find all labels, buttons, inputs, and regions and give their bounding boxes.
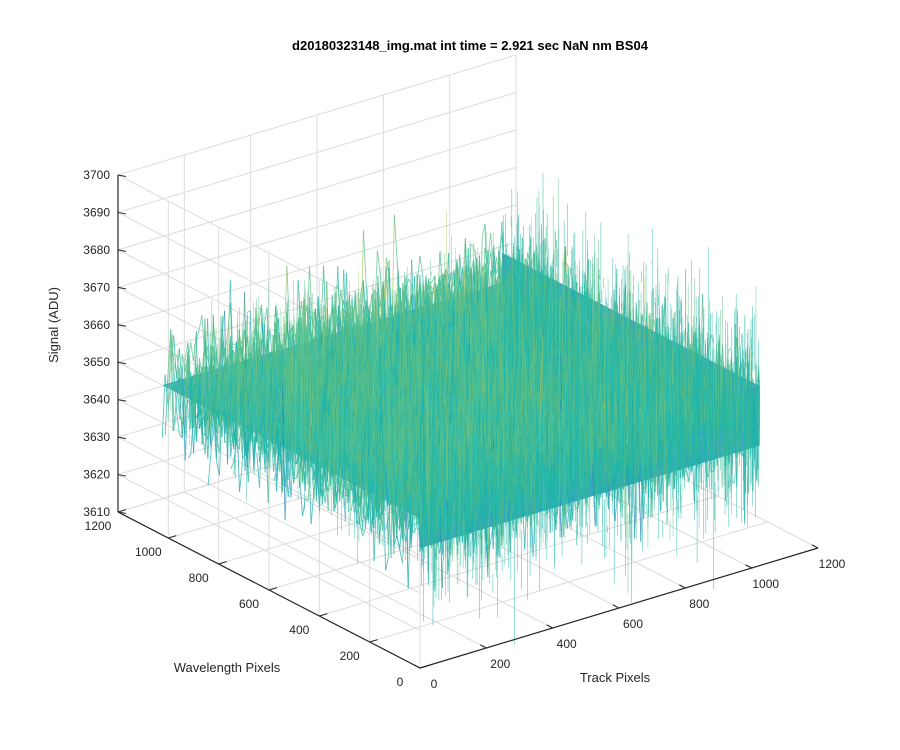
surface-segment bbox=[362, 230, 367, 285]
surface-segment bbox=[487, 251, 492, 273]
surface-segment bbox=[570, 267, 574, 288]
wall-grid-z bbox=[117, 474, 421, 631]
surface-segment bbox=[167, 332, 172, 421]
surface-segment bbox=[181, 354, 186, 373]
surface-segment bbox=[176, 371, 180, 414]
floor-grid-y bbox=[369, 521, 768, 643]
surface-segment bbox=[419, 256, 424, 275]
surface-segment bbox=[199, 358, 203, 378]
surface-segment bbox=[481, 223, 486, 238]
surface-segment bbox=[221, 348, 226, 367]
surface-segment bbox=[181, 365, 186, 461]
surface-segment bbox=[393, 214, 398, 263]
surface-segment bbox=[337, 285, 342, 320]
surface-segment bbox=[196, 358, 200, 401]
surface-segment bbox=[337, 289, 342, 338]
surface-segment bbox=[498, 234, 503, 254]
surface-segment bbox=[210, 403, 215, 454]
wall-grid-z bbox=[117, 174, 421, 332]
surface-segment bbox=[227, 302, 231, 336]
surface-segment bbox=[184, 354, 189, 373]
wall-grid-z2 bbox=[117, 129, 517, 251]
surface-segment bbox=[164, 374, 169, 405]
surface-segment bbox=[164, 372, 169, 435]
surface-segment bbox=[173, 335, 177, 379]
surface-segment bbox=[184, 400, 189, 414]
surface-segment bbox=[173, 366, 178, 412]
surface-segment bbox=[210, 345, 215, 417]
surface-segment bbox=[247, 310, 251, 313]
floor-grid-y bbox=[319, 495, 718, 617]
surface-segment bbox=[385, 313, 390, 317]
surface-segment bbox=[161, 374, 166, 439]
surface-segment bbox=[323, 304, 328, 325]
surface-segment bbox=[263, 307, 268, 326]
wall-grid-z2 bbox=[117, 204, 517, 326]
surface-segment bbox=[207, 453, 212, 486]
surface-segment bbox=[190, 342, 194, 362]
surface-segment bbox=[340, 289, 345, 316]
wall-grid-z2 bbox=[117, 241, 517, 363]
surface-segment bbox=[258, 307, 263, 311]
surface-segment bbox=[430, 276, 435, 284]
surface-segment bbox=[210, 364, 215, 389]
surface-segment bbox=[309, 266, 313, 325]
surface-segment bbox=[190, 408, 195, 455]
surface-segment bbox=[376, 250, 381, 275]
surface-segment bbox=[198, 363, 203, 425]
wall-grid-z2 bbox=[117, 54, 517, 176]
surface-segment bbox=[289, 325, 294, 335]
surface-segment bbox=[196, 366, 200, 416]
surface-segment bbox=[462, 238, 466, 293]
surface-segment bbox=[178, 348, 183, 389]
surface-segment bbox=[258, 304, 262, 326]
surface-segment bbox=[184, 342, 189, 361]
surface-segment bbox=[320, 314, 325, 320]
wall-grid-z2 bbox=[117, 91, 517, 213]
surface-segment bbox=[385, 257, 390, 275]
surface-segment bbox=[286, 265, 291, 333]
surface-segment bbox=[179, 354, 183, 420]
surface-segment bbox=[408, 259, 413, 343]
surface-segment bbox=[221, 315, 226, 380]
surface-segment bbox=[179, 434, 183, 439]
surface-segment bbox=[334, 266, 339, 332]
surface-segment bbox=[187, 453, 192, 459]
surface-segment bbox=[262, 436, 266, 438]
noise-surface bbox=[161, 173, 761, 646]
surface-segment bbox=[198, 314, 203, 331]
surface-segment bbox=[323, 265, 327, 343]
surface-segment bbox=[329, 308, 333, 320]
wall-grid-z bbox=[117, 436, 421, 594]
wall-grid-z2 bbox=[117, 166, 517, 288]
surface-segment bbox=[430, 285, 435, 293]
surface-segment bbox=[334, 285, 339, 289]
surface-segment bbox=[176, 411, 180, 435]
surface-segment bbox=[264, 328, 268, 368]
